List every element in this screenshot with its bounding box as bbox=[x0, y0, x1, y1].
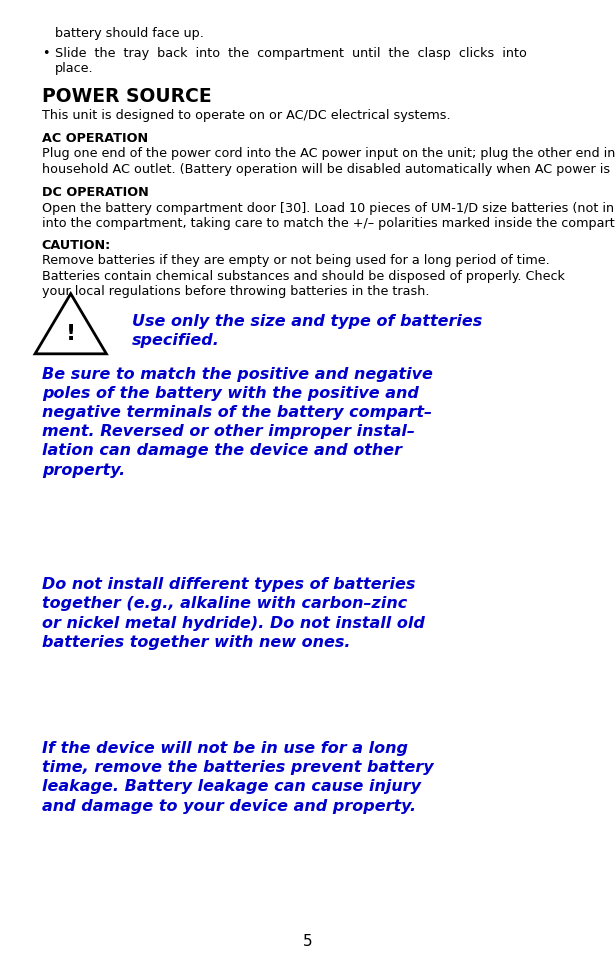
Text: Batteries contain chemical substances and should be disposed of properly. Check: Batteries contain chemical substances an… bbox=[42, 269, 565, 282]
Text: AC OPERATION: AC OPERATION bbox=[42, 132, 148, 144]
Text: 5: 5 bbox=[303, 933, 312, 948]
Text: Slide  the  tray  back  into  the  compartment  until  the  clasp  clicks  into: Slide the tray back into the compartment… bbox=[55, 47, 527, 59]
Polygon shape bbox=[35, 295, 106, 355]
Text: into the compartment, taking care to match the +/– polarities marked inside the : into the compartment, taking care to mat… bbox=[42, 217, 615, 230]
Text: POWER SOURCE: POWER SOURCE bbox=[42, 87, 212, 107]
Text: This unit is designed to operate on or AC/DC electrical systems.: This unit is designed to operate on or A… bbox=[42, 109, 450, 121]
Text: DC OPERATION: DC OPERATION bbox=[42, 186, 149, 199]
Text: household AC outlet. (Battery operation will be disabled automatically when AC p: household AC outlet. (Battery operation … bbox=[42, 163, 615, 175]
Text: If the device will not be in use for a long
time, remove the batteries prevent b: If the device will not be in use for a l… bbox=[42, 740, 434, 813]
Text: Use only the size and type of batteries
specified.: Use only the size and type of batteries … bbox=[132, 314, 483, 348]
Text: your local regulations before throwing batteries in the trash.: your local regulations before throwing b… bbox=[42, 285, 429, 297]
Text: Do not install different types of batteries
together (e.g., alkaline with carbon: Do not install different types of batter… bbox=[42, 577, 425, 649]
Text: Be sure to match the positive and negative
poles of the battery with the positiv: Be sure to match the positive and negati… bbox=[42, 366, 433, 477]
Text: Plug one end of the power cord into the AC power input on the unit; plug the oth: Plug one end of the power cord into the … bbox=[42, 147, 615, 160]
Text: !: ! bbox=[66, 324, 76, 343]
Text: place.: place. bbox=[55, 62, 94, 75]
Text: •: • bbox=[42, 47, 49, 59]
Text: Remove batteries if they are empty or not being used for a long period of time.: Remove batteries if they are empty or no… bbox=[42, 254, 550, 266]
Text: Open the battery compartment door [30]. Load 10 pieces of UM-1/D size batteries : Open the battery compartment door [30]. … bbox=[42, 202, 615, 214]
Text: battery should face up.: battery should face up. bbox=[55, 27, 204, 40]
Text: CAUTION:: CAUTION: bbox=[42, 238, 111, 251]
